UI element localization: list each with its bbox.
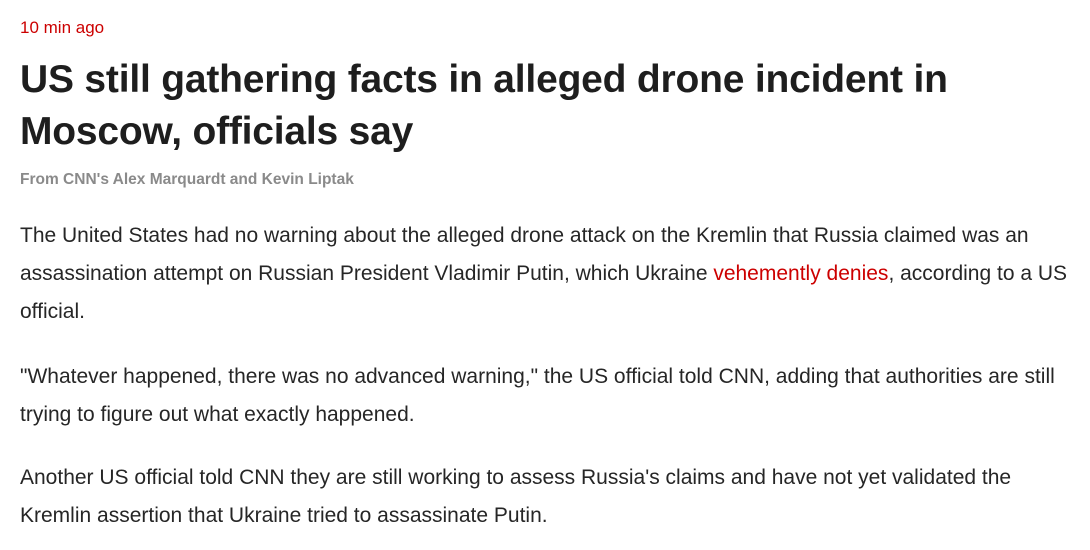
paragraph-text: , according to a US official. [20,262,1068,323]
paragraph: Another US official told CNN they are st… [20,466,1012,527]
paragraph: "Whatever happened, there was no advance… [20,365,1055,426]
headline: US still gathering facts in alleged dron… [20,58,948,153]
paragraph: The United States had no warning about t… [20,217,1070,331]
byline: From CNN's Alex Marquardt and Kevin Lipt… [20,171,354,188]
paragraph-text: The United States had no warning about t… [20,224,1029,285]
timestamp: 10 min ago [20,18,105,37]
vehemently-denies-link[interactable]: vehemently denies [713,262,889,285]
